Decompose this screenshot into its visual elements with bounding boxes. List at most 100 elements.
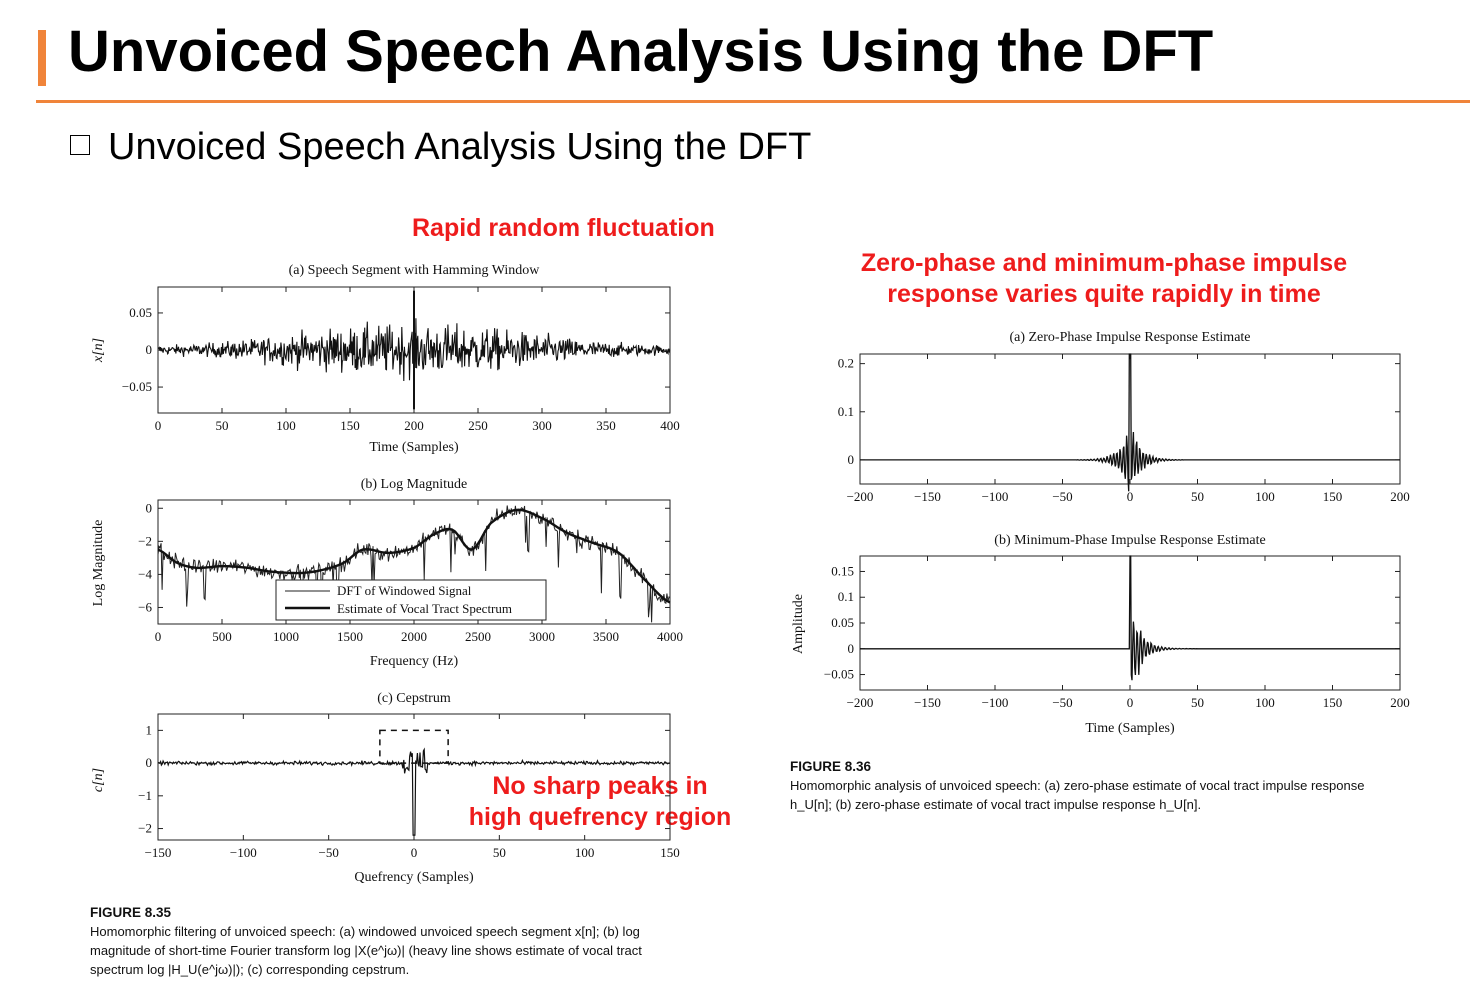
x-tick-label: 150	[660, 845, 680, 860]
chart-min-phase: −200 −150 −100 −50 0 50 100 150 200 0.15 0.1 0.05 0 −…	[791, 533, 1410, 736]
x-tick-label: 0	[1127, 489, 1134, 504]
y-tick-label: −0.05	[122, 379, 152, 394]
figure-835-caption-block: FIGURE 8.35 Homomorphic filtering of unv…	[90, 903, 690, 979]
x-tick-label: 50	[1191, 489, 1204, 504]
x-tick-label: −150	[914, 695, 941, 710]
x-tick-label: 100	[276, 418, 296, 433]
x-tick-label: 50	[1191, 695, 1204, 710]
title-divider	[36, 100, 1470, 103]
x-tick-label: −50	[1052, 489, 1072, 504]
figure-835-caption: Homomorphic filtering of unvoiced speech…	[90, 924, 642, 977]
square-bullet-icon	[70, 134, 90, 155]
figure-836-caption-block: FIGURE 8.36 Homomorphic analysis of unvo…	[790, 757, 1400, 814]
legend-entry: Estimate of Vocal Tract Spectrum	[337, 601, 512, 616]
x-tick-label: −150	[145, 845, 172, 860]
x-tick-label: 1000	[273, 629, 299, 644]
legend: DFT of Windowed Signal Estimate of Vocal …	[275, 579, 547, 621]
x-tick-label: 2500	[465, 629, 491, 644]
x-tick-label: 150	[340, 418, 360, 433]
x-tick-label: −100	[230, 845, 257, 860]
annotation-no-peaks-line2: high quefrency region	[468, 803, 732, 831]
legend-entry: DFT of Windowed Signal	[337, 583, 472, 598]
y-tick-label: 1	[146, 722, 153, 737]
min-phase-trace	[860, 555, 1400, 681]
chart-title: (a) Speech Segment with Hamming Window	[289, 263, 541, 278]
plot-frame	[157, 286, 671, 414]
y-tick-label: −2	[138, 821, 152, 836]
annotation-phase-line2: response varies quite rapidly in time	[887, 280, 1321, 308]
x-tick-label: 3500	[593, 629, 619, 644]
x-axis-label: Time (Samples)	[369, 440, 459, 455]
x-tick-label: 4000	[657, 629, 683, 644]
plot-frame	[859, 353, 1401, 485]
x-tick-label: 0	[155, 629, 162, 644]
annotation-rapid-fluctuation: Rapid random fluctuation	[412, 214, 715, 242]
plot-frame	[859, 555, 1401, 691]
x-tick-label: 200	[404, 418, 424, 433]
x-tick-label: 150	[1323, 489, 1343, 504]
x-tick-label: −50	[1052, 695, 1072, 710]
x-tick-label: 0	[411, 845, 418, 860]
chart-title: (c) Cepstrum	[377, 691, 451, 706]
y-axis-label: c[n]	[91, 768, 106, 792]
x-tick-label: 100	[1255, 489, 1275, 504]
x-tick-label: 250	[468, 418, 488, 433]
y-tick-label: 0	[146, 342, 153, 357]
x-tick-label: 0	[1127, 695, 1134, 710]
x-tick-label: 400	[660, 418, 680, 433]
legend-box	[275, 579, 547, 621]
x-tick-label: 300	[532, 418, 552, 433]
x-axis-label: Time (Samples)	[1085, 721, 1175, 736]
x-tick-label: 100	[575, 845, 595, 860]
low-quefrency-window	[379, 729, 449, 764]
x-tick-label: −50	[318, 845, 338, 860]
figure-836-label: FIGURE 8.36	[790, 759, 872, 774]
chart-speech-segment: 0 50 100 150 200 250 300 350 400 0.05 0 −0.05 (a) Sp…	[91, 263, 680, 455]
y-tick-label: 0.05	[129, 305, 152, 320]
title-accent-bar	[38, 30, 46, 86]
x-tick-label: 50	[216, 418, 229, 433]
x-tick-label: 100	[1255, 695, 1275, 710]
x-tick-label: 3000	[529, 629, 555, 644]
chart-title: (b) Log Magnitude	[361, 477, 468, 492]
annotation-phase-line1: Zero-phase and minimum-phase impulse	[860, 249, 1348, 277]
x-tick-label: 200	[1390, 695, 1410, 710]
y-tick-label: 0	[848, 641, 855, 656]
y-tick-label: 0	[146, 755, 153, 770]
x-tick-label: 2000	[401, 629, 427, 644]
x-tick-label: 50	[493, 845, 506, 860]
figure-836-caption: Homomorphic analysis of unvoiced speech:…	[790, 778, 1365, 812]
x-axis-label: Quefrency (Samples)	[354, 870, 474, 885]
chart-log-magnitude: 0 500 1000 1500 2000 2500 3000 3500 4000 0 −2 −4 −6 (…	[91, 477, 683, 669]
y-tick-label: 0.2	[838, 356, 854, 371]
dft-trace	[157, 505, 671, 623]
y-tick-label: 0	[146, 500, 153, 515]
chart-zero-phase: −200 −150 −100 −50 0 50 100 150 200 0.2 0.1 0 (a) Ze…	[838, 330, 1410, 504]
x-axis-label: Frequency (Hz)	[370, 654, 459, 669]
y-tick-label: 0.05	[831, 615, 854, 630]
y-tick-label: −4	[138, 566, 152, 581]
x-tick-label: −200	[847, 695, 874, 710]
y-tick-label: 0.1	[838, 589, 854, 604]
page-title: Unvoiced Speech Analysis Using the DFT	[68, 19, 1214, 84]
y-tick-label: −1	[138, 788, 152, 803]
x-tick-label: −150	[914, 489, 941, 504]
x-tick-label: 1500	[337, 629, 363, 644]
y-tick-label: −6	[138, 599, 152, 614]
signal-trace	[157, 318, 671, 382]
plot-frame	[157, 499, 671, 625]
x-tick-label: −100	[982, 489, 1009, 504]
x-tick-label: 150	[1323, 695, 1343, 710]
y-tick-label: 0.15	[831, 563, 854, 578]
vocal-tract-estimate	[157, 508, 671, 604]
y-axis-label: x[n]	[91, 338, 106, 363]
x-tick-label: 500	[212, 629, 232, 644]
x-tick-label: 200	[1390, 489, 1410, 504]
x-tick-label: 350	[596, 418, 616, 433]
x-tick-label: −100	[982, 695, 1009, 710]
chart-title: (a) Zero-Phase Impulse Response Estimate	[1009, 330, 1250, 345]
y-tick-label: −2	[138, 533, 152, 548]
figure-835-label: FIGURE 8.35	[90, 905, 172, 920]
annotation-no-peaks-line1: No sharp peaks in	[492, 772, 708, 800]
bullet-item: Unvoiced Speech Analysis Using the DFT	[70, 126, 811, 169]
